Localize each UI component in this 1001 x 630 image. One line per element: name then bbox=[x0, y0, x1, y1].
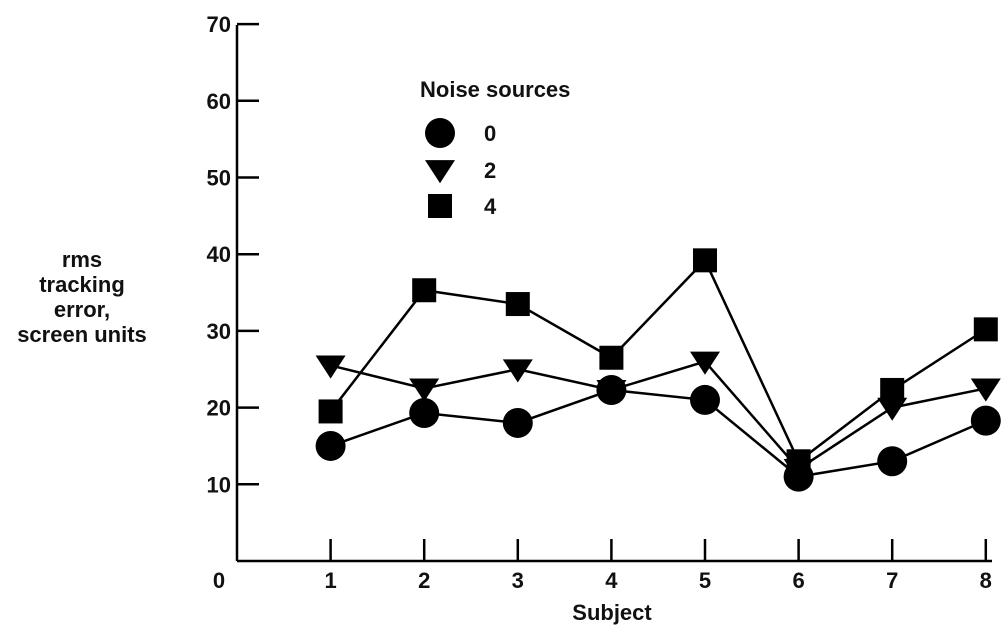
y-tick-label: 10 bbox=[207, 472, 231, 497]
y-tick-label: 40 bbox=[207, 242, 231, 267]
x-tick-label: 4 bbox=[605, 568, 618, 593]
data-point-triangle-down bbox=[409, 378, 440, 402]
series-line bbox=[329, 258, 987, 464]
series-circle bbox=[315, 374, 1001, 492]
data-point-triangle-down bbox=[596, 380, 627, 404]
data-point-triangle-down bbox=[315, 355, 346, 379]
legend-marker-square bbox=[428, 194, 452, 218]
x-tick-label: 5 bbox=[699, 568, 711, 593]
data-point-triangle-down bbox=[970, 378, 1001, 402]
data-point-circle bbox=[877, 446, 908, 477]
data-point-square bbox=[318, 399, 343, 424]
y-tick-label: 50 bbox=[207, 166, 231, 191]
data-point-square bbox=[693, 248, 717, 273]
x-tick-label: 7 bbox=[886, 568, 898, 593]
data-point-triangle-down bbox=[502, 359, 533, 383]
y-tick-label: 30 bbox=[207, 319, 231, 344]
y-axis-title-line: rms bbox=[62, 247, 102, 272]
data-point-triangle-down bbox=[690, 351, 720, 375]
legend: Noise sources 0 2 4 bbox=[420, 77, 570, 219]
x-tick-label: 3 bbox=[512, 568, 524, 593]
data-point-triangle-down bbox=[877, 397, 908, 421]
x-tick-label: 8 bbox=[980, 568, 992, 593]
data-point-square bbox=[880, 377, 905, 402]
data-point-square bbox=[505, 292, 530, 317]
y-axis-title-line: tracking bbox=[39, 272, 125, 297]
x-tick-label: 2 bbox=[418, 568, 430, 593]
data-point-square bbox=[973, 317, 998, 342]
data-point-circle bbox=[315, 430, 346, 461]
y-tick-label: 20 bbox=[207, 396, 231, 421]
data-point-circle bbox=[970, 405, 1001, 436]
data-point-square bbox=[599, 345, 624, 370]
y-axis-title-line: error, bbox=[54, 297, 110, 322]
y-tick-label: 70 bbox=[207, 12, 231, 37]
data-point-circle bbox=[409, 397, 440, 428]
legend-label: 2 bbox=[484, 158, 496, 183]
data-point-circle bbox=[502, 407, 533, 438]
series-line bbox=[330, 388, 987, 478]
y-axis-title-line: screen units bbox=[17, 322, 147, 347]
data-point-square bbox=[786, 449, 811, 474]
series-square bbox=[318, 248, 998, 474]
legend-marker-triangle-down bbox=[425, 160, 455, 184]
data-point-square bbox=[412, 278, 437, 303]
series-layer bbox=[315, 248, 1001, 492]
x-axis-title: Subject bbox=[572, 600, 652, 625]
data-point-circle bbox=[690, 384, 720, 415]
y-tick-label: 60 bbox=[207, 89, 231, 114]
origin-label: 0 bbox=[213, 568, 225, 593]
legend-label: 0 bbox=[484, 121, 496, 146]
x-tick-label: 6 bbox=[792, 568, 804, 593]
series-line bbox=[330, 360, 987, 471]
x-tick-label: 1 bbox=[324, 568, 336, 593]
axes bbox=[235, 25, 992, 563]
legend-marker-circle bbox=[425, 118, 455, 148]
legend-label: 4 bbox=[484, 194, 497, 219]
legend-title: Noise sources bbox=[420, 77, 570, 102]
